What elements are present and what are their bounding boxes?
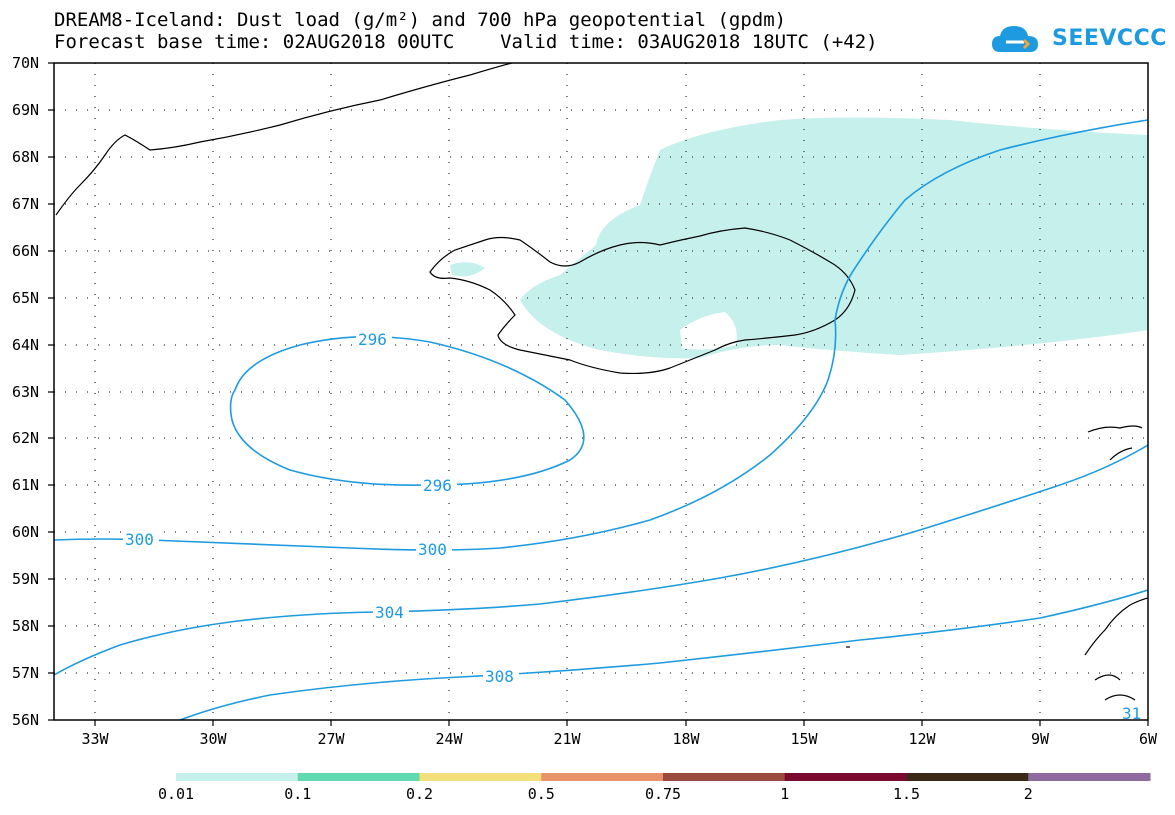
colorbar-swatch (784, 773, 907, 781)
coast-greenland (55, 63, 513, 216)
colorbar-swatch (663, 773, 786, 781)
colorbar-label: 1.5 (893, 785, 920, 803)
lat-label: 60N (12, 523, 39, 541)
contour-label: 304 (375, 603, 404, 622)
lon-label: 33W (81, 730, 109, 748)
lon-label: 18W (672, 730, 700, 748)
coastlines (55, 63, 1148, 701)
lon-labels: 33W 30W 27W 24W 21W 18W 15W 12W 9W 6W (81, 730, 1158, 748)
lat-label: 66N (12, 242, 39, 260)
contour-300 (54, 119, 1148, 551)
colorbar-label: 0.1 (284, 785, 311, 803)
dust-load-area (520, 117, 1148, 359)
lat-label: 57N (12, 664, 39, 682)
lat-label: 69N (12, 101, 39, 119)
lat-label: 56N (12, 711, 39, 729)
contour-label: 296 (358, 330, 387, 349)
lon-label: 9W (1031, 730, 1050, 748)
colorbar-label: 0.2 (406, 785, 433, 803)
colorbar-label: 1 (780, 785, 789, 803)
lon-label: 15W (790, 730, 818, 748)
colorbar-swatch (176, 773, 299, 781)
contour-304 (54, 444, 1148, 676)
axis-ticks (48, 62, 1149, 726)
coast-faroes (1087, 425, 1143, 433)
contour-label: 296 (423, 476, 452, 495)
lat-label: 59N (12, 570, 39, 588)
lat-label: 65N (12, 289, 39, 307)
lat-label: 61N (12, 476, 39, 494)
colorbar-swatch (541, 773, 664, 781)
lon-label: 24W (435, 730, 463, 748)
lat-label: 62N (12, 429, 39, 447)
logo-text: SEEVCCC (1052, 26, 1167, 51)
coast-scotland (1084, 597, 1148, 701)
colorbar-label: 2 (1024, 785, 1033, 803)
lat-label: 63N (12, 383, 39, 401)
coast-faroes-2 (1109, 447, 1133, 461)
coast-iceland (429, 227, 856, 375)
colorbar: 0.01 0.1 0.2 0.5 0.75 1 1.5 2 (158, 773, 1151, 803)
contour-label: 300 (418, 540, 447, 559)
lat-labels: 70N 69N 68N 67N 66N 65N 64N 63N 62N 61N … (12, 54, 39, 729)
contour-label: 308 (485, 667, 514, 686)
contour-label: 300 (125, 530, 154, 549)
lon-label: 6W (1139, 730, 1158, 748)
lon-label: 30W (199, 730, 227, 748)
dust-patch-west (450, 262, 485, 277)
lon-label: 12W (908, 730, 936, 748)
contour-labels: 296 296 300 300 304 308 31 (123, 330, 1141, 723)
lat-label: 67N (12, 195, 39, 213)
chart-title: DREAM8-Iceland: Dust load (g/m²) and 700… (54, 9, 787, 31)
geopotential-contours (54, 119, 1148, 720)
dust-gap (680, 312, 737, 350)
lon-label: 27W (317, 730, 345, 748)
cloud-logo-icon (992, 26, 1038, 52)
colorbar-label: 0.75 (645, 785, 681, 803)
contour-308 (179, 589, 1148, 720)
lat-label: 58N (12, 617, 39, 635)
lon-label: 21W (553, 730, 581, 748)
lat-label: 68N (12, 148, 39, 166)
colorbar-label: 0.5 (528, 785, 555, 803)
colorbar-swatch (906, 773, 1029, 781)
lat-label: 70N (12, 54, 39, 72)
colorbar-swatch (1028, 773, 1151, 781)
forecast-times: Forecast base time: 02AUG2018 00UTC Vali… (54, 31, 878, 53)
colorbar-swatch (297, 773, 420, 781)
lat-label: 64N (12, 336, 39, 354)
colorbar-label: 0.01 (158, 785, 194, 803)
contour-296 (229, 335, 585, 487)
contour-label: 31 (1122, 704, 1141, 723)
colorbar-swatch (419, 773, 542, 781)
